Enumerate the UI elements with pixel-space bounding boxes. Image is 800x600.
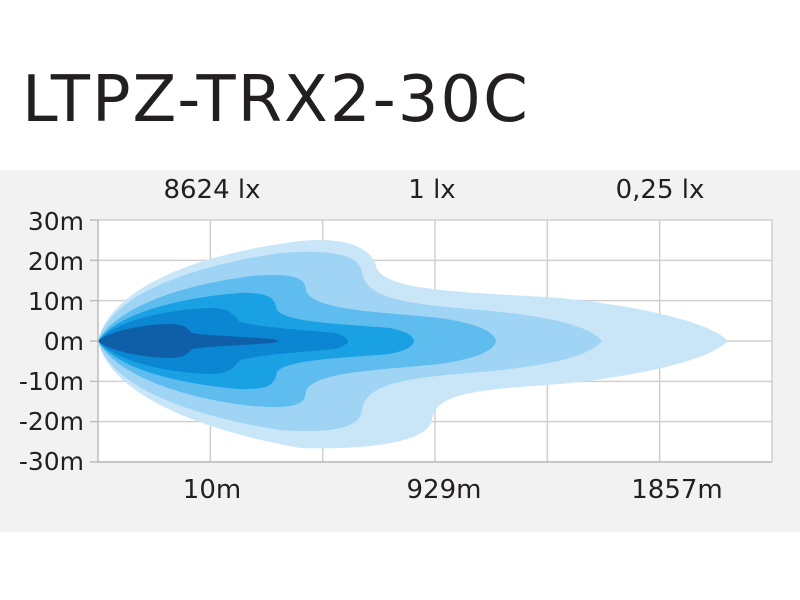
y-tick-label-neg10: -10m — [18, 367, 84, 396]
light-zone-6 — [98, 324, 279, 358]
y-tick-label-0: 0m — [43, 327, 84, 356]
y-tick-label-10: 10m — [27, 287, 84, 316]
x-tick-label-10m: 10m — [182, 475, 242, 505]
lux-label-1: 1 lx — [408, 175, 456, 205]
x-tick-label-929m: 929m — [406, 475, 482, 505]
y-tick-label-neg30: -30m — [18, 447, 84, 476]
page-title: LTPZ-TRX2-30C — [22, 63, 530, 137]
axes — [90, 219, 772, 463]
y-tick-label-30: 30m — [27, 207, 84, 236]
y-tick-label-20: 20m — [27, 247, 84, 276]
y-tick-label-neg20: -20m — [18, 407, 84, 436]
lux-label-8624: 8624 lx — [163, 175, 261, 205]
light-zones — [98, 239, 728, 449]
lux-label-025: 0,25 lx — [615, 175, 705, 205]
x-tick-label-1857m: 1857m — [631, 475, 723, 505]
